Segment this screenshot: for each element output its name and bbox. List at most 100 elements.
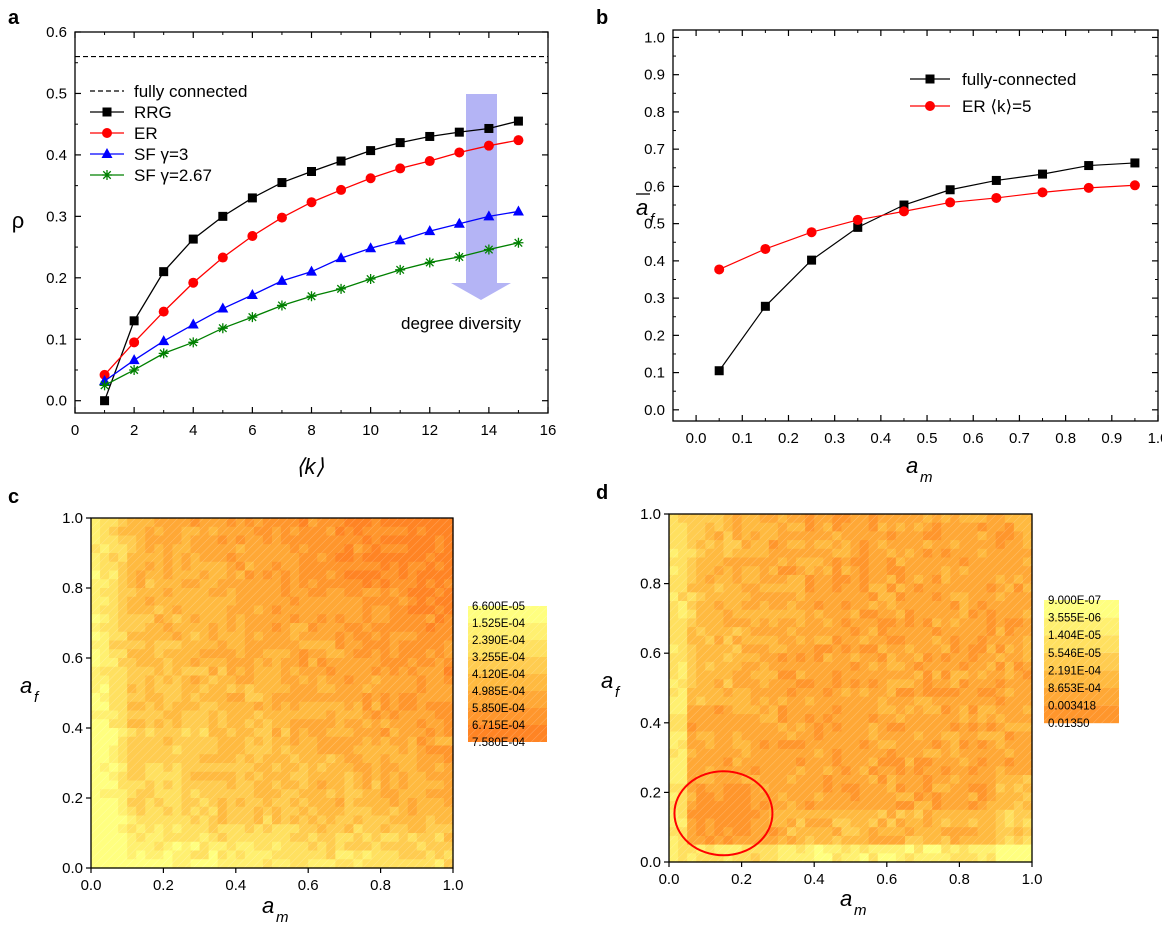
colorbar-hatch [468, 606, 547, 623]
colorbar-label: 0.01350 [1048, 718, 1090, 730]
data-point [247, 193, 257, 203]
data-point [277, 178, 287, 188]
panel-label: d [596, 482, 608, 504]
y-tick-label: 0.1 [644, 365, 665, 382]
y-tick-label: 0.1 [46, 331, 67, 348]
data-point [898, 206, 909, 217]
colorbar-label: 2.390E-04 [472, 635, 526, 647]
data-point [394, 234, 406, 245]
x-tick-label: 1.0 [1148, 430, 1162, 447]
data-point [247, 312, 258, 323]
data-point [276, 212, 287, 223]
x-axis-label: a [840, 886, 852, 911]
y-tick-label: 0.4 [644, 253, 665, 270]
hatch-overlay [669, 514, 1032, 862]
y-tick-label: 0.8 [640, 576, 661, 593]
colorbar-label: 2.191E-04 [1048, 665, 1102, 677]
hatch-overlay [91, 518, 453, 868]
data-point [129, 337, 140, 348]
x-tick-label: 4 [189, 422, 197, 439]
colorbar-hatch [468, 657, 547, 674]
data-point [852, 214, 863, 225]
panel-d: d 0.0 0.2 0.4 0.6 0.8 1.0 0.0 0.2 0.4 0.6 0.8 1.0 9.0… [596, 482, 1119, 919]
data-point [714, 264, 725, 275]
panel-label: b [596, 7, 608, 29]
highlight-circle [673, 770, 774, 857]
data-point [336, 283, 347, 294]
x-axis-label: a [262, 893, 274, 918]
data-point [306, 291, 317, 302]
x-tick-label: 0.9 [1101, 430, 1122, 447]
x-tick-label: 14 [481, 422, 498, 439]
data-point [1083, 182, 1094, 193]
legend-label: RRG [134, 103, 172, 122]
y-tick-label: 0.0 [640, 854, 661, 871]
x-axis-label-sub: m [276, 909, 289, 925]
colorbar-label: 4.985E-04 [472, 686, 526, 698]
x-tick-label: 6 [248, 422, 256, 439]
y-tick-label: 0.9 [644, 67, 665, 84]
colorbar-hatch [1044, 600, 1119, 618]
y-tick-label: 0.0 [46, 393, 67, 410]
x-tick-label: 0.8 [1055, 430, 1076, 447]
data-point [714, 366, 724, 376]
legend-marker [925, 101, 935, 111]
x-tick-label: 0.7 [1009, 430, 1030, 447]
y-tick-label: 0.8 [644, 104, 665, 121]
data-point [307, 166, 316, 176]
data-point [483, 210, 495, 221]
data-point [1129, 180, 1140, 191]
y-tick-label: 0.0 [62, 860, 83, 877]
data-point [483, 244, 494, 255]
data-point [99, 369, 110, 380]
x-tick-label: 16 [540, 422, 557, 439]
data-point [246, 289, 258, 300]
x-tick-label: 0.2 [778, 430, 799, 447]
x-tick-label: 0.4 [225, 877, 246, 894]
colorbar-label: 6.600E-05 [472, 601, 525, 613]
data-point [276, 274, 288, 285]
y-tick-label: 0.6 [62, 650, 83, 667]
data-point [158, 306, 169, 317]
x-axis-label-sub: m [854, 902, 867, 919]
x-tick-label: 0.0 [81, 877, 102, 894]
x-tick-label: 10 [362, 422, 379, 439]
x-tick-label: 2 [130, 422, 138, 439]
data-point [1037, 187, 1048, 198]
panel-c: c 0.0 0.2 0.4 0.6 0.8 1.0 0.0 0.2 0.4 0.6 0.8 1.0 6.6… [8, 486, 547, 925]
data-point [483, 140, 494, 151]
colorbar-label: 4.120E-04 [472, 669, 526, 681]
data-point [336, 184, 347, 195]
colorbar-hatch [468, 708, 547, 725]
x-tick-label: 0.6 [298, 877, 319, 894]
data-point [424, 156, 435, 167]
data-point [247, 231, 258, 242]
y-tick-label: 0.6 [640, 645, 661, 662]
data-point [760, 301, 770, 311]
data-point [365, 242, 377, 253]
colorbar-hatch [1044, 670, 1119, 688]
data-point [513, 116, 523, 126]
y-tick-label: 0.2 [644, 327, 665, 344]
legend-label: SF γ=3 [134, 145, 188, 164]
data-point [1038, 169, 1048, 179]
data-point [424, 257, 435, 268]
x-axis-label: a [906, 453, 918, 478]
data-point [1130, 158, 1140, 168]
legend-marker [102, 107, 112, 117]
data-point [217, 323, 228, 334]
data-point [158, 348, 169, 359]
colorbar-hatch [1044, 688, 1119, 706]
data-point [188, 337, 199, 348]
colorbar-label: 3.555E-06 [1048, 613, 1101, 625]
y-tick-label: 0.5 [46, 85, 67, 102]
series-line-0 [718, 162, 1135, 372]
y-tick-label: 0.2 [62, 790, 83, 807]
panel-b: b 0.0 0.1 0.2 0.3 0.4 0.5 0.6 0.7 0.8 0.9 1.0 0.0 0.1… [596, 7, 1162, 486]
data-point [945, 185, 955, 195]
x-axis-label: ⟨k⟩ [296, 454, 325, 479]
data-point [395, 163, 406, 174]
y-tick-label: 0.4 [62, 720, 83, 737]
data-point [276, 300, 287, 311]
